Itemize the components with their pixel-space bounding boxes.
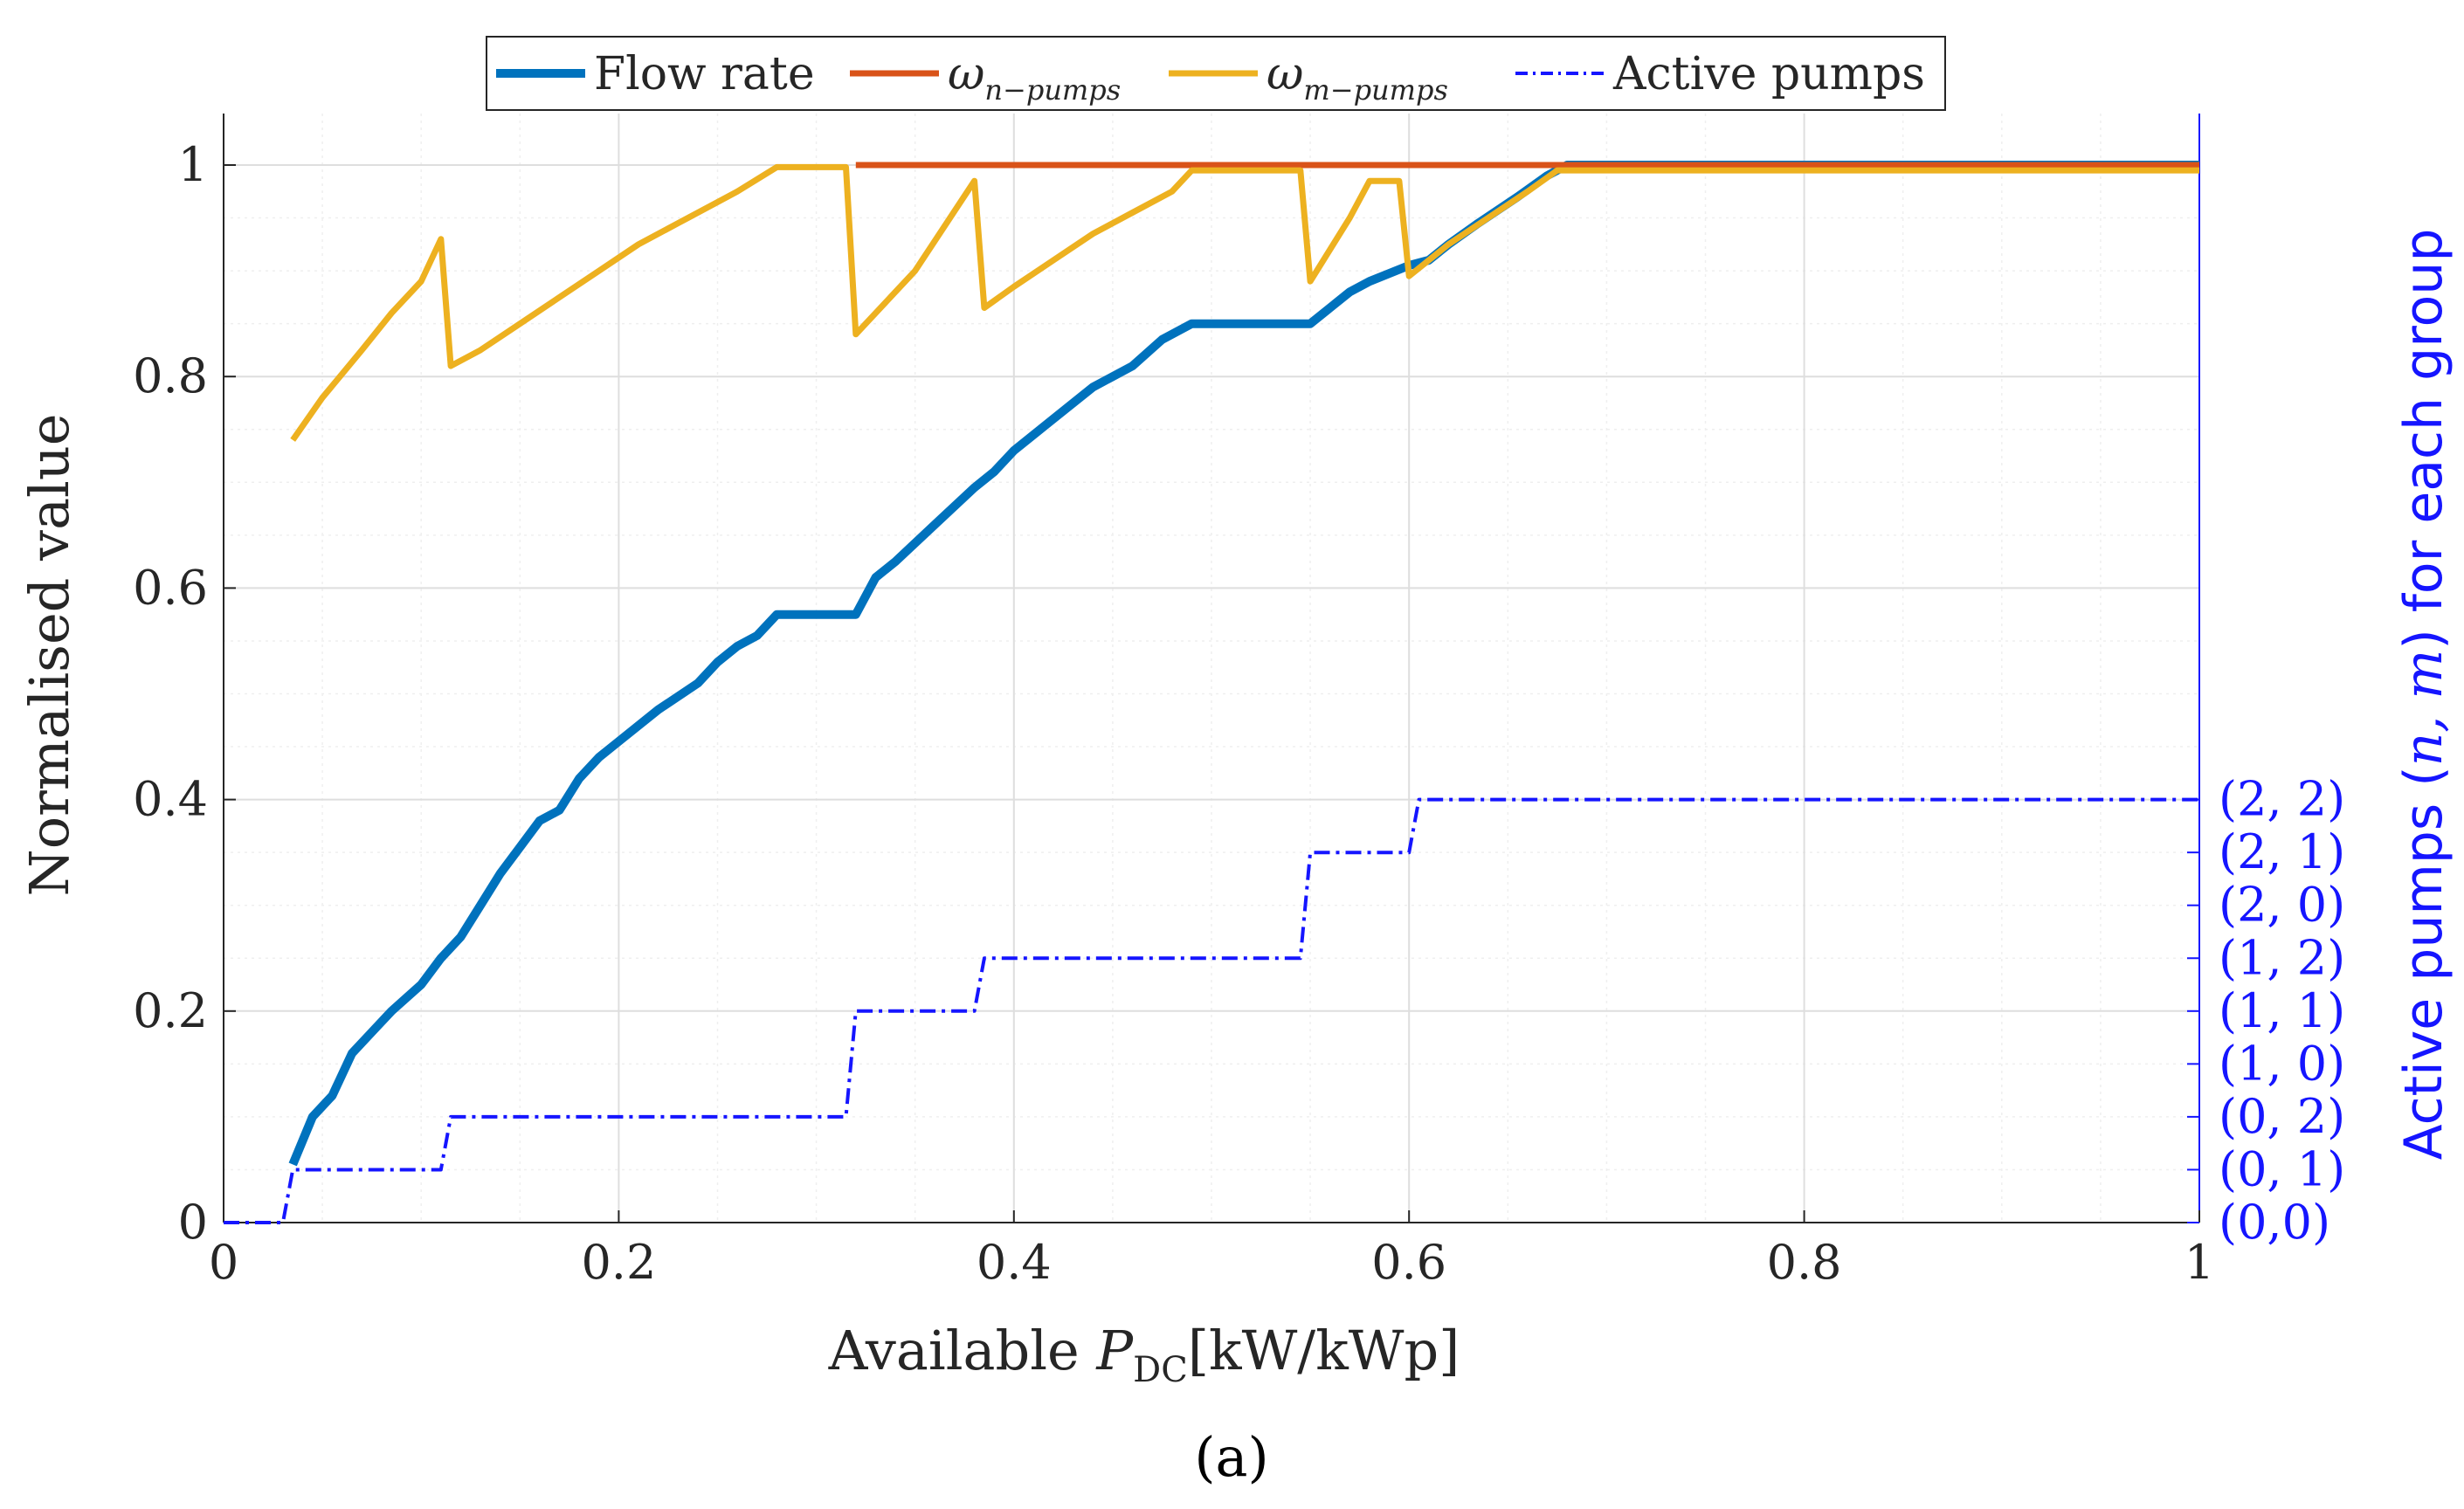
figure-caption: (a) <box>1194 1425 1268 1489</box>
tick-labels: 0 0.2 0.4 0.6 0.8 100.20.40.60.81(0,0)(0, 1)(… <box>133 137 2345 1290</box>
legend-label-omega-n: ωn−pumps <box>948 48 1121 107</box>
right-tick-label: (1, 2) <box>2219 930 2345 985</box>
right-tick-label: (2, 2) <box>2219 772 2345 827</box>
axes <box>223 114 2200 1223</box>
right-tick-label: (2, 1) <box>2219 824 2345 879</box>
x-tick-label: 0.6 <box>1371 1235 1446 1290</box>
x-tick-label: 0.2 <box>581 1235 656 1290</box>
right-tick-label: (0, 2) <box>2219 1089 2345 1144</box>
right-tick-label: (1, 1) <box>2219 983 2345 1038</box>
gridlines <box>223 114 2200 1223</box>
series-omega-m-pumps <box>290 163 2199 442</box>
y-tick-label: 0.6 <box>133 560 208 615</box>
y-tick-label: 1 <box>178 137 208 192</box>
x-tick-label: 1 <box>2184 1235 2214 1290</box>
y-tick-label: 0.2 <box>133 983 208 1038</box>
x-axis-label: Available PDC[kW/kWp] <box>828 1319 1460 1390</box>
legend: Flow rate ωn−pumps ωm−pumps Active pumps <box>486 36 1946 111</box>
x-tick-label: 0.8 <box>1767 1235 1842 1290</box>
legend-label-active-pumps: Active pumps <box>1612 48 1925 100</box>
y-tick-label: 0.8 <box>133 348 208 403</box>
right-tick-label: (0, 1) <box>2219 1141 2345 1196</box>
series-active-pumps <box>224 797 2199 1224</box>
series-layer <box>224 161 2199 1224</box>
right-axis-label: Active pumps (n, m) for each group <box>2393 229 2454 1161</box>
right-tick-label: (1, 0) <box>2219 1036 2345 1091</box>
legend-label-flow-rate: Flow rate <box>594 48 815 100</box>
right-tick-label: (0,0) <box>2219 1195 2330 1250</box>
legend-label-omega-m: ωm−pumps <box>1267 48 1448 107</box>
y-tick-label: 0.4 <box>133 772 208 827</box>
y-axis-label: Normalised value <box>17 414 81 897</box>
x-tick-label: 0.4 <box>977 1235 1052 1290</box>
right-tick-label: (2, 0) <box>2219 878 2345 933</box>
x-tick-label: 0 <box>209 1235 238 1290</box>
series-flow-rate <box>288 161 2199 1167</box>
y-tick-label: 0 <box>178 1195 208 1250</box>
